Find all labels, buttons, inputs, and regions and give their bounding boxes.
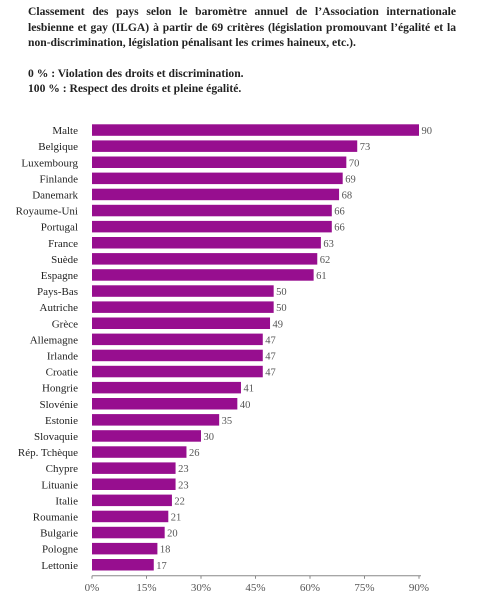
bar (92, 204, 332, 217)
bar (92, 446, 187, 458)
category-label: Autriche (40, 302, 79, 314)
category-label: Roumanie (33, 511, 78, 523)
value-label: 61 (316, 271, 327, 282)
bar (92, 237, 321, 249)
category-label: Pays-Bas (37, 286, 78, 298)
bar (92, 301, 274, 313)
value-label: 47 (265, 335, 276, 346)
bar (92, 285, 274, 297)
bar (92, 188, 340, 201)
bar (92, 172, 343, 185)
x-tick-label: 30% (191, 582, 211, 594)
value-label: 47 (265, 368, 276, 379)
value-label: 68 (342, 190, 353, 201)
bar (92, 398, 238, 410)
category-label: Lituanie (41, 479, 78, 491)
scale-low-note: 0 % : Violation des droits et discrimina… (28, 66, 244, 80)
value-label: 17 (156, 561, 167, 572)
value-label: 69 (345, 174, 356, 185)
category-label: Belgique (38, 141, 78, 153)
value-label: 22 (174, 496, 185, 507)
value-label: 47 (265, 351, 276, 362)
category-label: Suède (51, 254, 78, 266)
category-label: Bulgarie (40, 528, 78, 540)
bar (92, 381, 241, 394)
value-label: 66 (334, 223, 345, 234)
category-label: Chypre (46, 463, 79, 475)
bar (92, 140, 358, 152)
value-label: 18 (160, 545, 171, 556)
value-label: 70 (349, 158, 360, 169)
value-label: 40 (240, 400, 251, 411)
bar (92, 494, 172, 507)
category-label: Rép. Tchèque (18, 447, 78, 459)
bar (92, 478, 176, 490)
category-label: Luxembourg (21, 157, 78, 169)
value-label: 41 (243, 384, 254, 395)
value-label: 63 (323, 239, 334, 250)
category-label: Malte (52, 125, 78, 137)
chart-description: Classement des pays selon le baromètre a… (28, 5, 456, 50)
bar (92, 156, 347, 168)
bar (92, 124, 419, 136)
bar (92, 462, 176, 474)
value-label: 35 (222, 416, 233, 427)
value-label: 90 (422, 126, 433, 137)
category-label: Italie (55, 495, 78, 507)
category-label: Royaume-Uni (16, 206, 78, 218)
category-label: Danemark (32, 189, 78, 201)
bar (92, 542, 158, 555)
bar (92, 253, 318, 265)
category-label: Finlande (40, 173, 79, 185)
category-label: Hongrie (42, 383, 78, 395)
category-label: Pologne (42, 544, 78, 556)
bar (92, 510, 169, 523)
bar (92, 317, 271, 329)
category-label: Slovaquie (34, 431, 78, 443)
category-label: Croatie (46, 367, 78, 379)
category-label: Estonie (45, 415, 78, 427)
category-label: Lettonie (41, 560, 78, 572)
scale-high-note: 100 % : Respect des droits et pleine éga… (28, 82, 242, 96)
value-label: 50 (276, 303, 287, 314)
category-label: France (48, 238, 78, 250)
value-label: 20 (167, 529, 178, 540)
value-label: 49 (273, 319, 284, 330)
x-tick-label: 60% (300, 582, 320, 594)
value-label: 50 (276, 287, 287, 298)
category-label: Irlande (47, 350, 78, 362)
x-tick-label: 15% (136, 582, 156, 594)
bar (92, 414, 220, 426)
value-label: 62 (320, 255, 331, 266)
chart-caption: Classement des pays selon le baromètre a… (28, 4, 456, 97)
category-label: Slovénie (40, 399, 79, 411)
value-label: 30 (204, 432, 215, 443)
bar (92, 333, 263, 346)
value-label: 23 (178, 480, 189, 491)
x-tick-label: 75% (354, 582, 374, 594)
x-tick-label: 45% (245, 582, 265, 594)
category-label: Allemagne (30, 334, 78, 346)
x-tick-label: 90% (409, 582, 429, 594)
category-label: Portugal (41, 222, 78, 234)
category-label: Grèce (52, 318, 78, 330)
bar (92, 365, 263, 378)
value-label: 73 (360, 142, 371, 153)
bar (92, 559, 154, 571)
bar (92, 526, 165, 539)
bar (92, 220, 332, 233)
bar (92, 430, 201, 442)
value-label: 26 (189, 448, 200, 459)
value-label: 23 (178, 464, 189, 475)
value-label: 21 (171, 512, 182, 523)
x-tick-label: 0% (85, 582, 100, 594)
bar (92, 269, 314, 281)
value-label: 66 (334, 207, 345, 218)
category-label: Espagne (41, 270, 78, 282)
bar (92, 349, 263, 362)
